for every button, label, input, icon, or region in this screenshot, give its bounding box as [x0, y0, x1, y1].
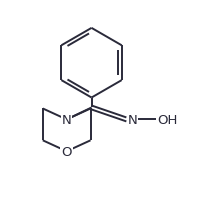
Text: N: N — [62, 113, 71, 126]
Text: OH: OH — [157, 113, 178, 126]
Text: O: O — [61, 145, 72, 158]
Text: N: N — [128, 113, 138, 126]
